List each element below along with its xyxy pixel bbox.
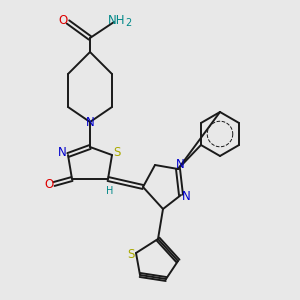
Text: H: H <box>106 186 114 196</box>
Text: N: N <box>85 116 94 130</box>
Text: S: S <box>127 248 135 262</box>
Text: O: O <box>58 14 68 26</box>
Text: N: N <box>58 146 66 160</box>
Text: NH: NH <box>108 14 126 26</box>
Text: N: N <box>182 190 190 203</box>
Text: S: S <box>113 146 121 160</box>
Text: N: N <box>176 158 184 172</box>
Text: O: O <box>44 178 54 191</box>
Text: 2: 2 <box>125 18 131 28</box>
